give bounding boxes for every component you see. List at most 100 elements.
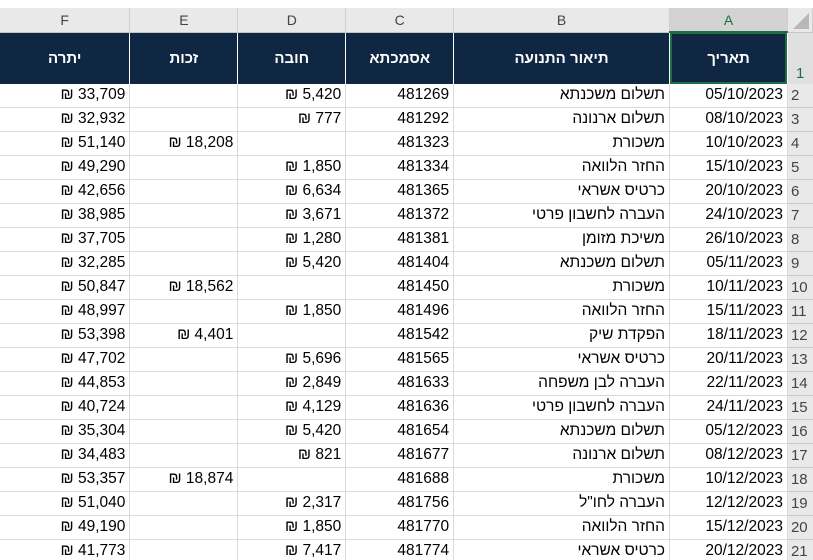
header-cell-description[interactable]: תיאור התנועה	[453, 32, 671, 84]
cell-date[interactable]: 15/12/2023	[669, 515, 788, 540]
cell-date[interactable]: 18/11/2023	[669, 323, 788, 348]
cell-description[interactable]: משכורת	[453, 467, 671, 492]
row-header[interactable]: 20	[787, 515, 813, 540]
cell-reference[interactable]: 481654	[345, 419, 455, 444]
cell-date[interactable]: 10/10/2023	[669, 131, 788, 156]
cell-reference[interactable]: 481688	[345, 467, 455, 492]
cell-description[interactable]: החזר הלוואה	[453, 299, 671, 324]
cell-reference[interactable]: 481323	[345, 131, 455, 156]
cell-credit[interactable]	[129, 203, 239, 228]
row-header[interactable]: 21	[787, 539, 813, 560]
cell-debit[interactable]: ₪ 1,850	[237, 299, 347, 324]
column-header-d[interactable]: D	[237, 8, 347, 33]
select-all-button[interactable]	[787, 8, 813, 33]
row-header[interactable]: 3	[787, 107, 813, 132]
cell-reference[interactable]: 481633	[345, 371, 455, 396]
row-header[interactable]: 10	[787, 275, 813, 300]
column-header-b[interactable]: B	[453, 8, 671, 33]
cell-balance[interactable]: ₪ 51,140	[0, 131, 131, 156]
cell-debit[interactable]: ₪ 6,634	[237, 179, 347, 204]
cell-reference[interactable]: 481372	[345, 203, 455, 228]
cell-credit[interactable]	[129, 491, 239, 516]
row-header[interactable]: 5	[787, 155, 813, 180]
cell-credit[interactable]: ₪ 18,874	[129, 467, 239, 492]
row-header[interactable]: 4	[787, 131, 813, 156]
cell-description[interactable]: הפקדת שיק	[453, 323, 671, 348]
cell-description[interactable]: כרטיס אשראי	[453, 539, 671, 560]
cell-description[interactable]: משכורת	[453, 275, 671, 300]
cell-reference[interactable]: 481756	[345, 491, 455, 516]
cell-reference[interactable]: 481565	[345, 347, 455, 372]
cell-description[interactable]: תשלום משכנתא	[453, 419, 671, 444]
cell-credit[interactable]	[129, 347, 239, 372]
cell-reference[interactable]: 481542	[345, 323, 455, 348]
cell-debit[interactable]: ₪ 4,129	[237, 395, 347, 420]
cell-date[interactable]: 05/10/2023	[669, 83, 788, 108]
cell-debit[interactable]	[237, 467, 347, 492]
cell-reference[interactable]: 481269	[345, 83, 455, 108]
cell-description[interactable]: העברה לבן משפחה	[453, 371, 671, 396]
cell-description[interactable]: תשלום ארנונה	[453, 443, 671, 468]
cell-description[interactable]: משכורת	[453, 131, 671, 156]
header-cell-credit[interactable]: זכות	[129, 32, 239, 84]
row-header[interactable]: 12	[787, 323, 813, 348]
cell-balance[interactable]: ₪ 42,656	[0, 179, 131, 204]
cell-description[interactable]: תשלום משכנתא	[453, 251, 671, 276]
cell-debit[interactable]: ₪ 5,420	[237, 419, 347, 444]
cell-reference[interactable]: 481381	[345, 227, 455, 252]
cell-description[interactable]: החזר הלוואה	[453, 155, 671, 180]
header-cell-balance[interactable]: יתרה	[0, 32, 131, 84]
cell-credit[interactable]	[129, 419, 239, 444]
cell-balance[interactable]: ₪ 40,724	[0, 395, 131, 420]
cell-debit[interactable]: ₪ 5,420	[237, 251, 347, 276]
cell-balance[interactable]: ₪ 53,357	[0, 467, 131, 492]
cell-debit[interactable]: ₪ 3,671	[237, 203, 347, 228]
cell-balance[interactable]: ₪ 49,290	[0, 155, 131, 180]
cell-debit[interactable]: ₪ 5,420	[237, 83, 347, 108]
row-header[interactable]: 13	[787, 347, 813, 372]
cell-date[interactable]: 12/12/2023	[669, 491, 788, 516]
cell-balance[interactable]: ₪ 41,773	[0, 539, 131, 560]
row-header[interactable]: 15	[787, 395, 813, 420]
cell-description[interactable]: תשלום ארנונה	[453, 107, 671, 132]
row-header[interactable]: 14	[787, 371, 813, 396]
column-header-f[interactable]: F	[0, 8, 131, 33]
cell-debit[interactable]: ₪ 1,850	[237, 515, 347, 540]
cell-description[interactable]: תשלום משכנתא	[453, 83, 671, 108]
row-header[interactable]: 8	[787, 227, 813, 252]
cell-balance[interactable]: ₪ 50,847	[0, 275, 131, 300]
cell-description[interactable]: העברה לחו"ל	[453, 491, 671, 516]
cell-debit[interactable]: ₪ 821	[237, 443, 347, 468]
cell-date[interactable]: 15/11/2023	[669, 299, 788, 324]
row-header-1[interactable]: 1	[786, 32, 813, 84]
cell-debit[interactable]	[237, 275, 347, 300]
cell-credit[interactable]	[129, 443, 239, 468]
cell-description[interactable]: העברה לחשבון פרטי	[453, 203, 671, 228]
cell-debit[interactable]: ₪ 2,849	[237, 371, 347, 396]
cell-reference[interactable]: 481770	[345, 515, 455, 540]
cell-credit[interactable]	[129, 83, 239, 108]
cell-debit[interactable]	[237, 323, 347, 348]
cell-credit[interactable]	[129, 515, 239, 540]
cell-reference[interactable]: 481404	[345, 251, 455, 276]
cell-balance[interactable]: ₪ 33,709	[0, 83, 131, 108]
cell-reference[interactable]: 481636	[345, 395, 455, 420]
cell-credit[interactable]: ₪ 18,208	[129, 131, 239, 156]
cell-balance[interactable]: ₪ 37,705	[0, 227, 131, 252]
cell-credit[interactable]: ₪ 18,562	[129, 275, 239, 300]
cell-date[interactable]: 08/10/2023	[669, 107, 788, 132]
cell-balance[interactable]: ₪ 35,304	[0, 419, 131, 444]
cell-debit[interactable]: ₪ 1,850	[237, 155, 347, 180]
cell-date[interactable]: 10/11/2023	[669, 275, 788, 300]
cell-balance[interactable]: ₪ 32,932	[0, 107, 131, 132]
cell-credit[interactable]	[129, 371, 239, 396]
cell-balance[interactable]: ₪ 51,040	[0, 491, 131, 516]
cell-credit[interactable]	[129, 395, 239, 420]
cell-reference[interactable]: 481365	[345, 179, 455, 204]
header-cell-reference[interactable]: אסמכתא	[345, 32, 455, 84]
cell-balance[interactable]: ₪ 48,997	[0, 299, 131, 324]
row-header[interactable]: 7	[787, 203, 813, 228]
cell-date[interactable]: 20/10/2023	[669, 179, 788, 204]
cell-reference[interactable]: 481677	[345, 443, 455, 468]
cell-credit[interactable]	[129, 251, 239, 276]
